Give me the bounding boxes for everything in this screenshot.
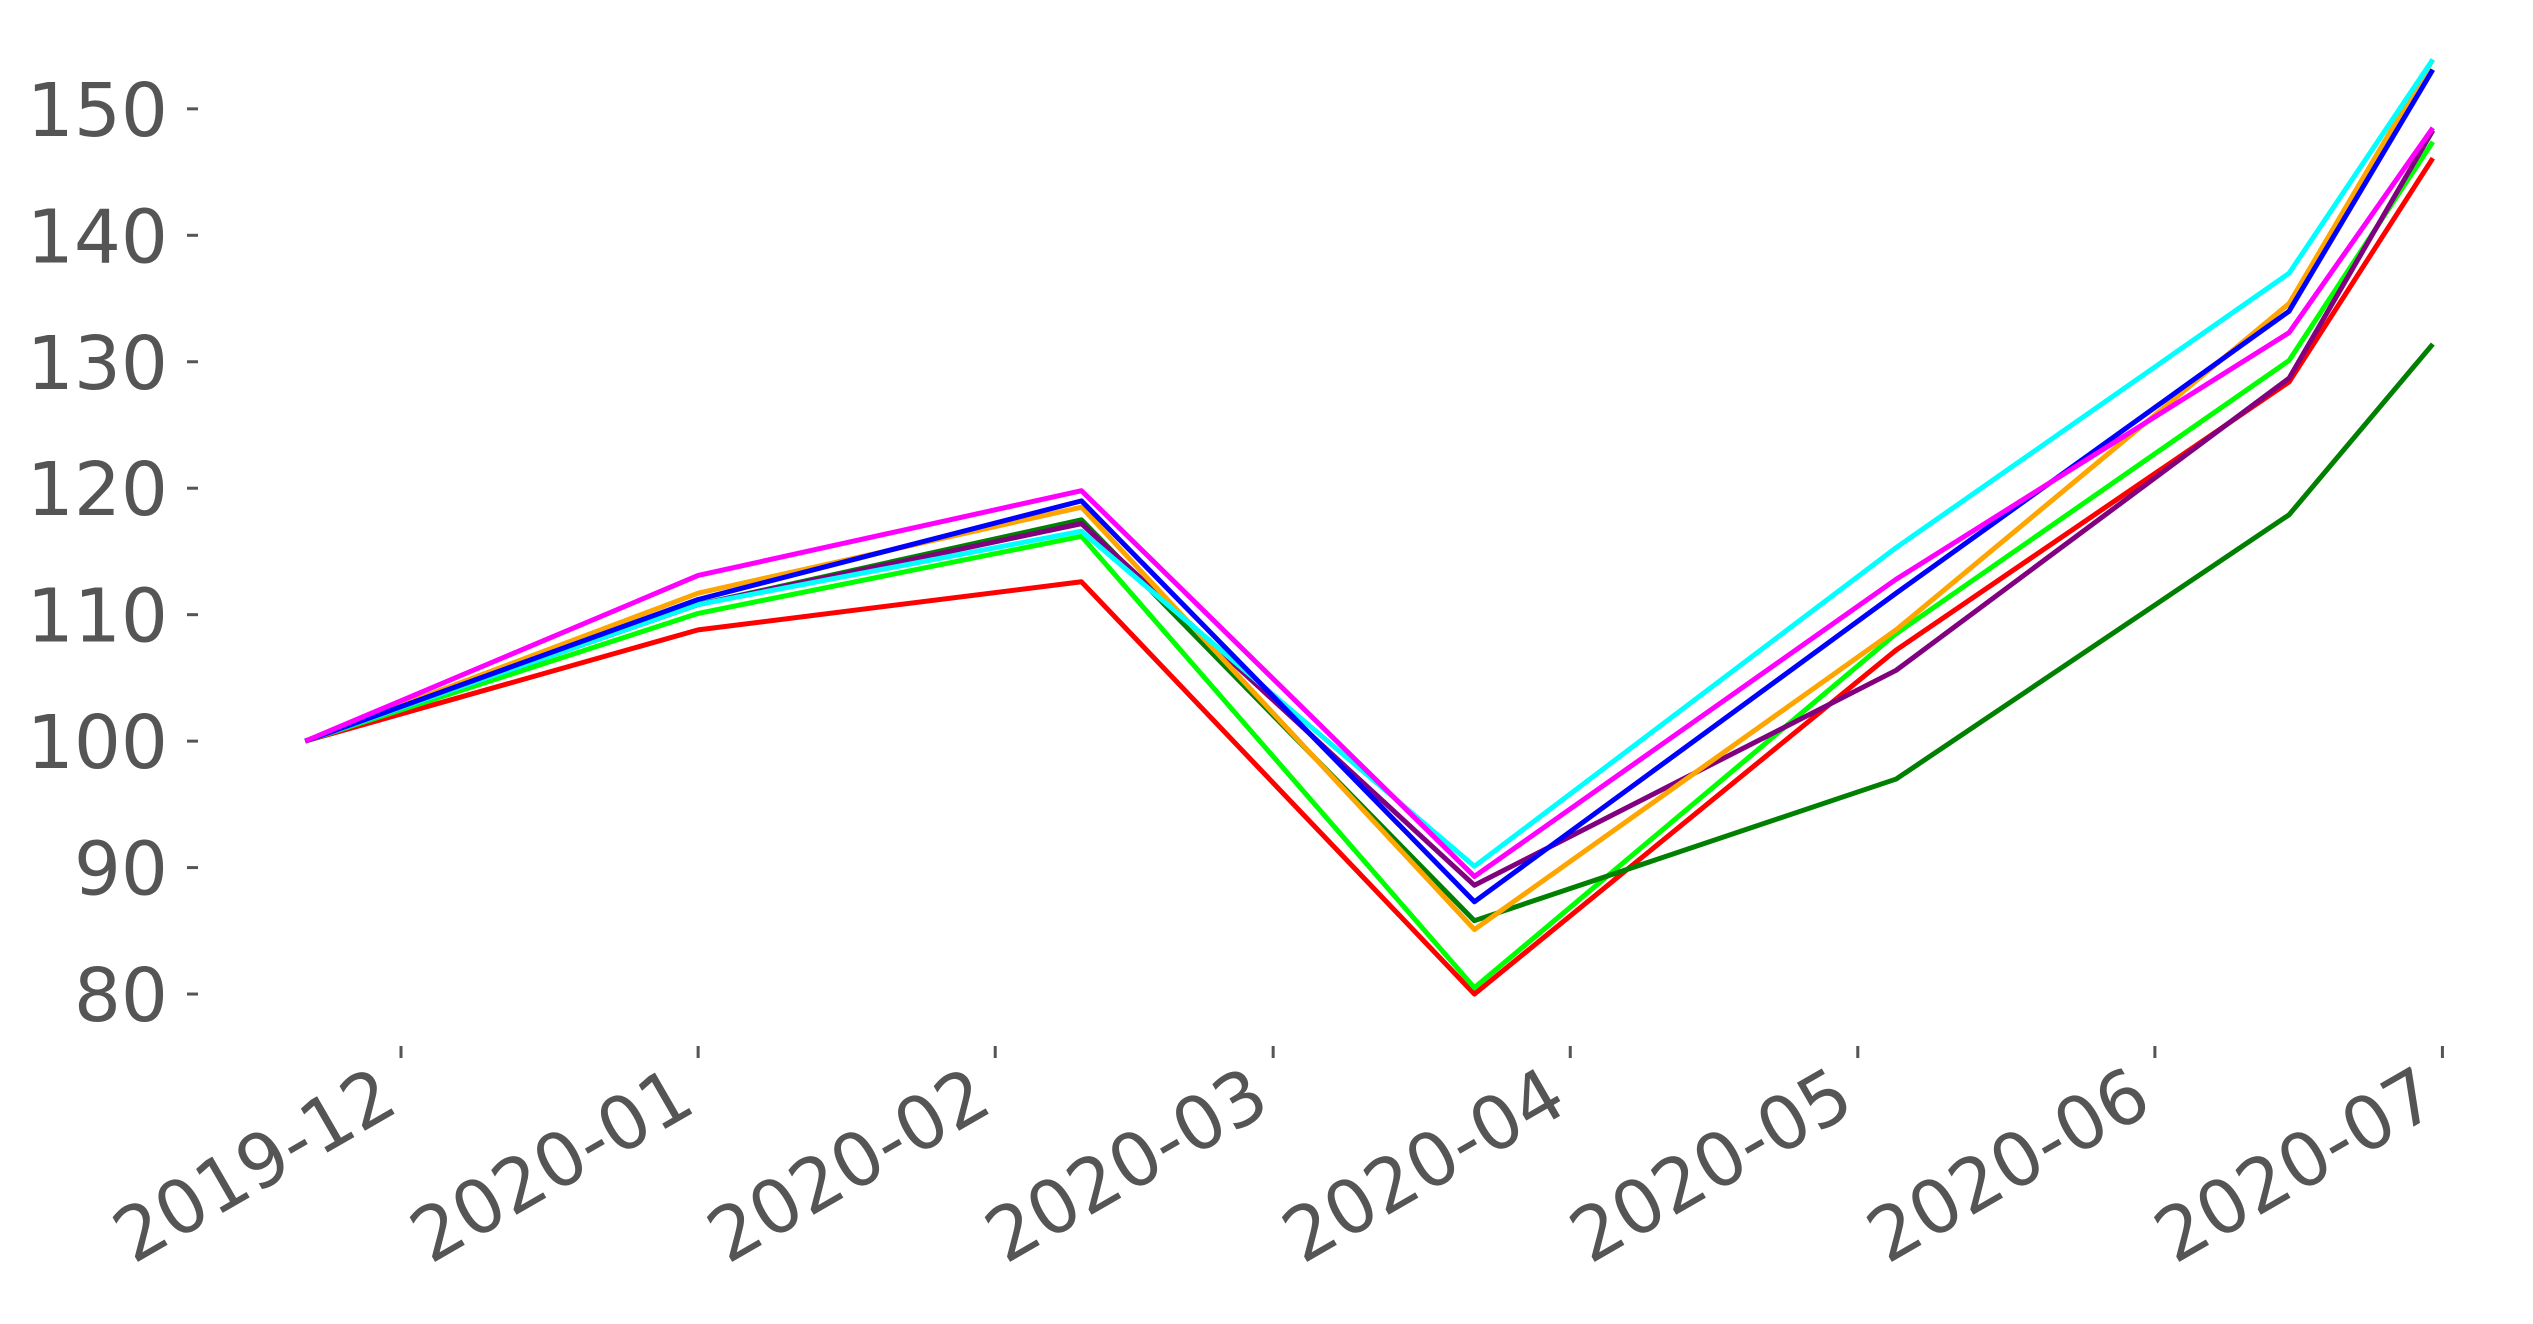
y-tick-label: 150	[27, 68, 168, 154]
series-line	[304, 140, 2435, 991]
series-line	[304, 126, 2435, 879]
series-line	[304, 156, 2435, 997]
x-tick-label: 2020-02	[693, 1051, 1004, 1280]
y-tick-label: 110	[27, 574, 168, 660]
series-line	[304, 58, 2435, 869]
x-tick-label: 2020-04	[1268, 1051, 1579, 1280]
y-tick-label: 80	[74, 953, 168, 1039]
y-tick-label: 90	[74, 827, 168, 913]
x-tick-label: 2020-07	[2141, 1051, 2452, 1280]
x-tick-label: 2019-12	[99, 1051, 410, 1280]
x-tick-label: 2020-01	[396, 1051, 707, 1280]
x-tick-label: 2020-06	[1853, 1051, 2164, 1280]
series-line	[304, 68, 2435, 905]
y-tick-label: 130	[27, 321, 168, 407]
y-tick-label: 120	[27, 447, 168, 533]
x-tick-label: 2020-03	[971, 1051, 1282, 1280]
y-tick-label: 100	[27, 700, 168, 786]
x-tick-label: 2020-05	[1556, 1051, 1867, 1280]
y-tick-label: 140	[27, 194, 168, 280]
series-line	[304, 58, 2435, 933]
